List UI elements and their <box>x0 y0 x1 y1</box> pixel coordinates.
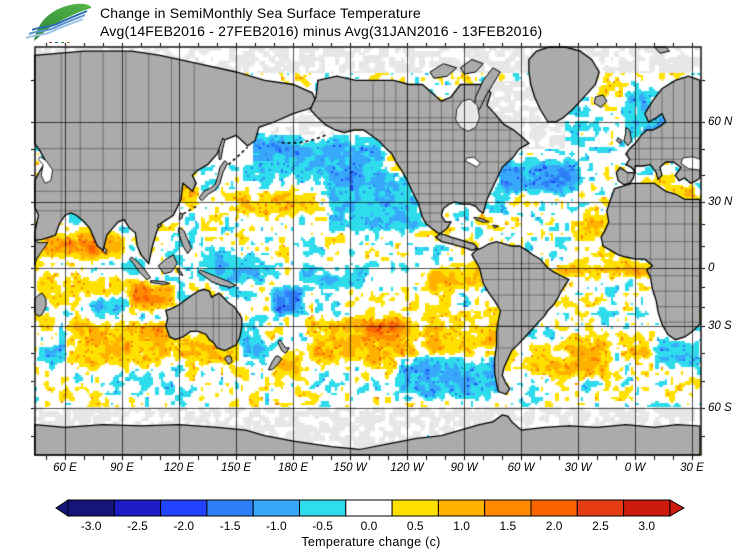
colorbar-tick-label: -0.5 <box>312 519 333 533</box>
colorbar-segment <box>113 499 162 517</box>
colorbar-tick-label: 2.5 <box>592 519 609 533</box>
lon-axis-label: 90 E <box>110 462 134 474</box>
lon-axis-label: 120 E <box>163 462 195 474</box>
lon-axis-label: 150 W <box>333 462 367 474</box>
colorbar-segment <box>345 499 393 517</box>
lon-axis-label: 0 W <box>624 462 646 474</box>
colorbar-right-arrow <box>669 499 685 517</box>
lon-axis-label: 60 W <box>507 462 535 474</box>
colorbar-segment <box>160 499 208 517</box>
colorbar-tick-label: -2.0 <box>173 519 195 533</box>
lat-axis-label: 30 S <box>708 320 732 332</box>
lon-axis-label: 180 E <box>277 462 309 474</box>
colorbar-tick-label: -1.5 <box>219 519 241 533</box>
lon-axis-label: 60 E <box>53 462 77 474</box>
colorbar-segment <box>530 499 578 517</box>
lon-axis-label: 120 W <box>390 462 424 474</box>
colorbar-segment <box>67 499 115 517</box>
colorbar-segment <box>391 499 439 517</box>
sst-anomaly-map <box>31 43 705 461</box>
colorbar-tick-label: -3.0 <box>80 519 102 533</box>
lat-axis-label: 0 <box>708 262 715 274</box>
colorbar-tick-label: -2.5 <box>127 519 148 533</box>
lon-axis-label: 30 W <box>564 462 592 474</box>
figure-title: Change in SemiMonthly Sea Surface Temper… <box>100 5 421 21</box>
lon-axis-label: 90 W <box>450 462 478 474</box>
colorbar-tick-label: 0.5 <box>406 519 424 533</box>
lat-axis-label: 30 N <box>708 196 733 208</box>
lon-axis-label: 30 E <box>680 462 704 474</box>
colorbar-segment <box>299 499 347 517</box>
colorbar-tick-label: 1.0 <box>453 519 470 533</box>
leaf-wave-agency-logo <box>25 3 92 49</box>
lat-axis-label: 60 N <box>708 116 733 128</box>
colorbar-tick-label: 0.0 <box>360 519 378 533</box>
colorbar-segment <box>623 499 671 517</box>
lat-axis-label: 60 S <box>708 402 732 414</box>
colorbar-left-arrow <box>55 499 69 517</box>
lon-axis-label: 150 E <box>220 462 252 474</box>
figure-subtitle: Avg(14FEB2016 - 27FEB2016) minus Avg(31J… <box>100 23 543 39</box>
colorbar-segment <box>576 499 625 517</box>
colorbar-segment <box>484 499 532 517</box>
leaf-shape <box>34 3 92 42</box>
colorbar-tick-label: 1.5 <box>499 519 517 533</box>
colorbar-segment <box>437 499 486 517</box>
colorbar-tick-label: -1.0 <box>266 519 287 533</box>
colorbar-segment <box>206 499 254 517</box>
colorbar-tick-label: 2.0 <box>545 519 563 533</box>
colorbar <box>55 499 685 517</box>
colorbar-tick-label: 3.0 <box>638 519 656 533</box>
colorbar-caption: Temperature change (c) <box>301 535 441 549</box>
colorbar-segment <box>252 499 300 517</box>
